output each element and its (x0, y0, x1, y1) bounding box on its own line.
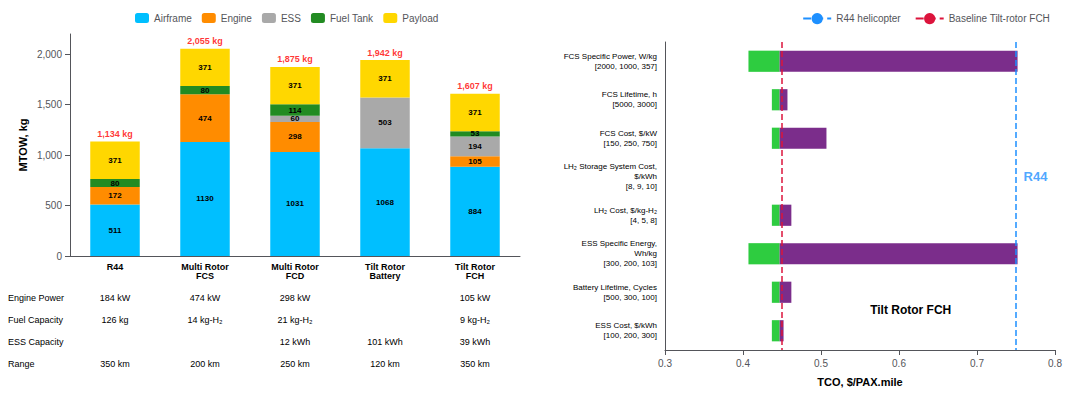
svg-text:1,134 kg: 1,134 kg (97, 129, 133, 139)
svg-text:105: 105 (468, 157, 482, 166)
svg-text:TCO, $/PAX.mile: TCO, $/PAX.mile (817, 376, 902, 388)
svg-text:0.6: 0.6 (892, 358, 906, 369)
svg-text:Payload: Payload (402, 13, 438, 24)
svg-text:ESS: ESS (281, 13, 301, 24)
svg-text:371: 371 (198, 63, 212, 72)
svg-text:[500, 300, 100]: [500, 300, 100] (604, 293, 657, 302)
svg-text:298: 298 (288, 132, 302, 141)
svg-text:184 kW: 184 kW (100, 293, 131, 303)
svg-text:FCD: FCD (286, 271, 305, 281)
svg-text:[2000, 1000, 357]: [2000, 1000, 357] (595, 62, 657, 71)
svg-text:511: 511 (109, 226, 122, 235)
svg-text:0.5: 0.5 (814, 358, 828, 369)
svg-text:9 kg-H₂: 9 kg-H₂ (460, 315, 491, 325)
svg-text:Fuel Tank: Fuel Tank (330, 13, 374, 24)
svg-text:2,000: 2,000 (37, 49, 62, 60)
svg-text:1068: 1068 (376, 198, 394, 207)
svg-text:LH₂ Cost, $/kg-H₂: LH₂ Cost, $/kg-H₂ (594, 206, 657, 215)
svg-text:[300, 200, 103]: [300, 200, 103] (604, 259, 657, 268)
svg-text:FCS: FCS (196, 271, 214, 281)
svg-text:172: 172 (108, 191, 122, 200)
svg-text:LH₂ Storage System Cost,: LH₂ Storage System Cost, (564, 162, 657, 171)
svg-text:2,055 kg: 2,055 kg (187, 36, 223, 46)
svg-text:Tilt Rotor: Tilt Rotor (365, 261, 405, 272)
svg-text:114: 114 (289, 106, 302, 115)
svg-text:371: 371 (378, 74, 392, 83)
svg-text:[100, 200, 300]: [100, 200, 300] (604, 331, 657, 340)
svg-text:474 kW: 474 kW (190, 293, 221, 303)
svg-text:ESS Capacity: ESS Capacity (8, 337, 64, 347)
svg-text:Battery Lifetime, Cycles: Battery Lifetime, Cycles (573, 283, 657, 292)
svg-text:Airframe: Airframe (154, 13, 192, 24)
svg-text:0.3: 0.3 (658, 358, 672, 369)
svg-text:101 kWh: 101 kWh (367, 337, 403, 347)
svg-text:1130: 1130 (196, 194, 214, 203)
svg-text:R44: R44 (1024, 169, 1049, 184)
svg-text:14 kg-H₂: 14 kg-H₂ (187, 315, 223, 325)
svg-text:0.7: 0.7 (970, 358, 984, 369)
svg-text:298 kW: 298 kW (280, 293, 311, 303)
svg-text:126 kg: 126 kg (101, 315, 128, 325)
svg-text:[8, 9, 10]: [8, 9, 10] (626, 182, 657, 191)
svg-text:Range: Range (8, 359, 35, 369)
svg-text:80: 80 (201, 86, 210, 95)
svg-text:200 km: 200 km (190, 359, 220, 369)
svg-text:53: 53 (471, 129, 480, 138)
svg-text:884: 884 (468, 207, 482, 216)
svg-text:0.8: 0.8 (1048, 358, 1062, 369)
svg-text:FCS Cost, $/kW: FCS Cost, $/kW (600, 129, 658, 138)
svg-text:Fuel Capacity: Fuel Capacity (8, 315, 64, 325)
svg-text:350 km: 350 km (460, 359, 490, 369)
svg-text:R44 helicopter: R44 helicopter (836, 13, 901, 24)
svg-text:0.4: 0.4 (736, 358, 750, 369)
svg-text:60: 60 (291, 114, 300, 123)
svg-text:Multi Rotor: Multi Rotor (181, 261, 229, 272)
svg-text:371: 371 (108, 156, 122, 165)
svg-text:371: 371 (468, 108, 482, 117)
svg-text:Baseline Tilt-rotor FCH: Baseline Tilt-rotor FCH (949, 13, 1050, 24)
svg-text:[4, 5, 8]: [4, 5, 8] (630, 216, 657, 225)
svg-text:[5000, 3000]: [5000, 3000] (613, 100, 657, 109)
svg-text:371: 371 (288, 81, 302, 90)
svg-text:$/kWh: $/kWh (634, 172, 657, 181)
svg-text:105 kW: 105 kW (460, 293, 491, 303)
svg-text:120 km: 120 km (370, 359, 400, 369)
svg-text:Multi Rotor: Multi Rotor (271, 261, 319, 272)
svg-text:Tilt Rotor FCH: Tilt Rotor FCH (870, 303, 951, 317)
svg-text:80: 80 (111, 179, 120, 188)
svg-text:1,875 kg: 1,875 kg (277, 54, 313, 64)
svg-text:250 km: 250 km (280, 359, 310, 369)
svg-text:12 kWh: 12 kWh (280, 337, 311, 347)
svg-text:FCH: FCH (466, 271, 485, 281)
svg-text:39 kWh: 39 kWh (460, 337, 491, 347)
svg-text:350 km: 350 km (100, 359, 130, 369)
svg-text:1,000: 1,000 (37, 150, 62, 161)
svg-text:474: 474 (198, 114, 212, 123)
svg-text:1,607 kg: 1,607 kg (457, 81, 493, 91)
svg-text:Tilt Rotor: Tilt Rotor (455, 261, 495, 272)
svg-text:FCS Lifetime, h: FCS Lifetime, h (602, 90, 657, 99)
svg-text:1,500: 1,500 (37, 99, 62, 110)
svg-text:Battery: Battery (369, 271, 400, 281)
svg-text:Engine: Engine (221, 13, 253, 24)
svg-text:500: 500 (45, 200, 62, 211)
svg-text:1,942 kg: 1,942 kg (367, 48, 403, 58)
svg-text:21 kg-H₂: 21 kg-H₂ (277, 315, 313, 325)
svg-text:503: 503 (378, 118, 392, 127)
svg-text:R44: R44 (107, 262, 124, 272)
svg-text:[150, 250, 750]: [150, 250, 750] (604, 139, 657, 148)
svg-text:194: 194 (468, 142, 482, 151)
svg-text:0: 0 (56, 251, 62, 262)
svg-text:1031: 1031 (286, 199, 304, 208)
svg-text:ESS Cost, $/kWh: ESS Cost, $/kWh (595, 321, 657, 330)
svg-text:MTOW, kg: MTOW, kg (17, 119, 29, 172)
svg-text:ESS Specific Energy,: ESS Specific Energy, (582, 239, 657, 248)
svg-text:Wh/kg: Wh/kg (634, 249, 657, 258)
svg-text:Engine Power: Engine Power (8, 293, 64, 303)
svg-text:FCS Specific Power, W/kg: FCS Specific Power, W/kg (564, 52, 657, 61)
